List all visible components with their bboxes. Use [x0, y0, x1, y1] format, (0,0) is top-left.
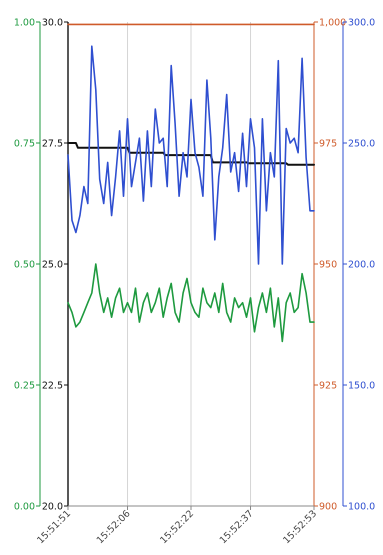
tick-label-blue-0: 100.0: [348, 502, 375, 513]
tick-label-orange-1: 925: [319, 381, 337, 392]
series-line-blue: [67, 45, 315, 265]
tick-label-x-2: 15:52:22: [158, 508, 196, 546]
tick-label-green-3: 0.75: [14, 139, 35, 150]
tick-label-black-0: 20.0: [42, 502, 63, 513]
tick-label-blue-4: 300.0: [348, 18, 375, 29]
grid-layer: [127, 22, 252, 506]
tick-label-black-2: 25.0: [42, 260, 63, 271]
tick-label-orange-0: 900: [319, 502, 337, 513]
tick-label-black-3: 27.5: [42, 139, 63, 150]
series-line-green: [67, 263, 315, 343]
tick-label-black-4: 30.0: [42, 18, 63, 29]
tick-label-green-2: 0.50: [14, 260, 35, 271]
tick-label-black-1: 22.5: [42, 381, 63, 392]
tick-label-blue-3: 250.0: [348, 139, 375, 150]
tick-label-blue-2: 200.0: [348, 260, 375, 271]
tick-label-orange-3: 975: [319, 139, 337, 150]
tick-label-green-1: 0.25: [14, 381, 35, 392]
tick-label-x-1: 15:52:06: [95, 508, 133, 546]
tick-label-orange-4: 1,000: [319, 18, 346, 29]
tick-label-orange-2: 950: [319, 260, 337, 271]
tick-label-green-4: 1.00: [14, 18, 35, 29]
tick-label-x-3: 15:52:37: [218, 508, 256, 546]
tick-label-x-4: 15:52:53: [281, 508, 319, 546]
tick-label-x-0: 15:51:51: [35, 508, 73, 546]
tick-label-green-0: 0.00: [14, 502, 35, 513]
tick-label-blue-1: 150.0: [348, 381, 375, 392]
series-layer: [67, 23, 315, 343]
